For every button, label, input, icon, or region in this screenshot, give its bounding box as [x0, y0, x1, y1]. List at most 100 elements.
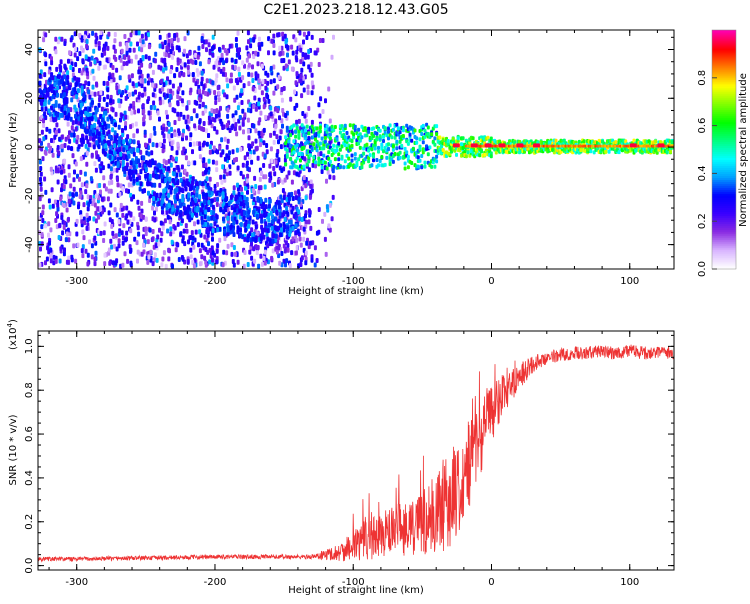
heatmap-cell — [58, 223, 61, 228]
heatmap-cell — [144, 226, 147, 231]
heatmap-cell — [163, 188, 166, 193]
heatmap-cell — [68, 50, 71, 55]
heatmap-cell — [230, 125, 233, 130]
heatmap-cell — [197, 72, 200, 77]
heatmap-cell — [199, 261, 202, 266]
heatmap-cell — [382, 139, 385, 143]
heatmap-cell — [316, 126, 319, 130]
heatmap-cell — [202, 84, 205, 89]
heatmap-cell — [114, 151, 117, 156]
x-tick-label: -200 — [204, 276, 227, 287]
heatmap-cell — [176, 193, 179, 198]
heatmap-cell — [207, 186, 210, 191]
heatmap-cell — [251, 64, 254, 69]
heatmap-cell — [203, 200, 206, 205]
heatmap-cell — [213, 216, 216, 221]
heatmap-cell — [216, 243, 219, 248]
heatmap-cell — [263, 128, 266, 133]
heatmap-cell — [278, 200, 281, 205]
heatmap-cell — [42, 123, 45, 128]
heatmap-cell — [106, 94, 109, 99]
heatmap-cell — [281, 98, 284, 103]
heatmap-cell — [273, 50, 276, 55]
heatmap-cell — [211, 198, 214, 203]
heatmap-cell — [97, 154, 100, 159]
heatmap-cell — [63, 225, 66, 230]
heatmap-cell — [322, 38, 325, 43]
heatmap-cell — [311, 120, 314, 125]
heatmap-cell — [303, 227, 306, 232]
heatmap-cell — [63, 41, 66, 46]
heatmap-cell — [87, 206, 90, 211]
heatmap-cell — [43, 88, 46, 93]
heatmap-cell — [159, 100, 162, 105]
heatmap-cell — [120, 58, 123, 63]
heatmap-cell — [165, 127, 168, 132]
heatmap-cell — [57, 151, 60, 156]
heatmap-cell — [73, 87, 76, 92]
heatmap-cell — [298, 197, 301, 202]
heatmap-cell — [66, 232, 69, 237]
heatmap-cell — [163, 92, 166, 97]
heatmap-cell — [110, 245, 113, 250]
heatmap-cell — [142, 109, 145, 114]
heatmap-cell — [419, 147, 422, 151]
heatmap-cell — [295, 195, 298, 200]
heatmap-cell — [273, 140, 276, 145]
heatmap-cell — [234, 252, 237, 257]
heatmap-cell — [307, 49, 310, 54]
heatmap-cell — [285, 64, 288, 69]
heatmap-cell — [171, 157, 174, 162]
heatmap-cell — [271, 226, 274, 231]
heatmap-cell — [138, 143, 141, 148]
heatmap-cell — [93, 161, 96, 166]
heatmap-cell — [284, 113, 287, 118]
heatmap-cell — [326, 167, 329, 171]
heatmap-cell — [320, 151, 323, 156]
heatmap-cell — [42, 156, 45, 161]
heatmap-cell — [221, 150, 224, 155]
heatmap-cell — [295, 238, 298, 243]
heatmap-cell — [141, 83, 144, 88]
heatmap-cell — [346, 131, 349, 135]
heatmap-cell — [64, 106, 67, 111]
heatmap-cell — [85, 249, 88, 254]
heatmap-cell — [181, 165, 184, 170]
heatmap-cell — [323, 212, 326, 217]
heatmap-cell — [165, 264, 168, 269]
heatmap-cell — [435, 132, 438, 136]
heatmap-cell — [295, 55, 298, 60]
heatmap-cell — [267, 116, 270, 121]
heatmap-cell — [70, 97, 73, 102]
heatmap-cell — [175, 67, 178, 72]
heatmap-cell — [160, 262, 163, 267]
heatmap-cell — [125, 206, 128, 211]
heatmap-cell — [630, 143, 637, 147]
heatmap-cell — [261, 262, 264, 267]
heatmap-cell — [87, 253, 90, 258]
heatmap-cell — [112, 107, 115, 112]
heatmap-cell — [214, 95, 217, 100]
heatmap-cell — [188, 100, 191, 105]
heatmap-cell — [280, 168, 283, 173]
heatmap-cell — [169, 69, 172, 74]
heatmap-cell — [39, 74, 42, 79]
heatmap-cell — [299, 158, 302, 162]
heatmap-cell — [319, 38, 322, 43]
heatmap-cell — [63, 247, 66, 252]
heatmap-cell — [201, 71, 204, 76]
heatmap-cell — [362, 152, 365, 156]
heatmap-cell — [53, 135, 56, 140]
heatmap-cell — [405, 124, 408, 128]
heatmap-cell — [402, 128, 405, 132]
heatmap-cell — [206, 228, 209, 233]
heatmap-cell — [77, 116, 80, 121]
heatmap-cell — [289, 97, 292, 102]
heatmap-cell — [290, 192, 293, 197]
heatmap-cell — [284, 178, 287, 183]
heatmap-cell — [207, 207, 210, 212]
heatmap-cell — [156, 174, 159, 179]
heatmap-cell — [138, 206, 141, 211]
heatmap-cell — [104, 222, 107, 227]
heatmap-cell — [171, 146, 174, 151]
